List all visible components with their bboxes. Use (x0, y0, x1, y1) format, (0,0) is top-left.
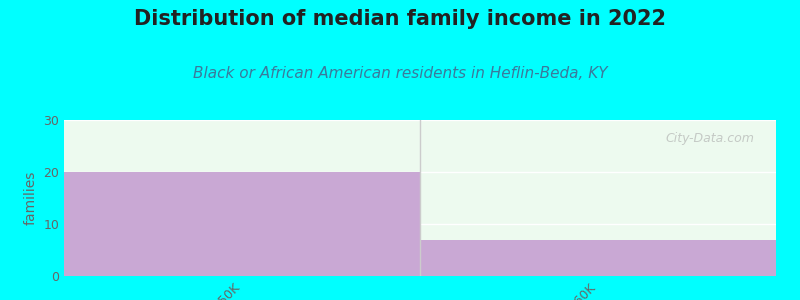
Bar (64, 172, 420, 276)
Bar (420, 240, 776, 276)
Y-axis label: families: families (24, 171, 38, 225)
Text: Black or African American residents in Heflin-Beda, KY: Black or African American residents in H… (193, 66, 607, 81)
Text: Distribution of median family income in 2022: Distribution of median family income in … (134, 9, 666, 29)
Text: City-Data.com: City-Data.com (666, 133, 754, 146)
